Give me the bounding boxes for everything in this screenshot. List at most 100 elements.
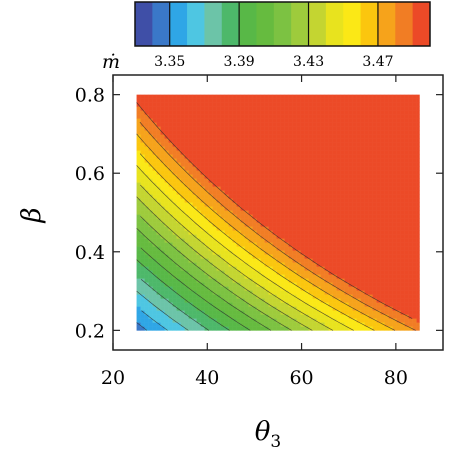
field-cell (212, 186, 217, 191)
field-cell (352, 238, 357, 243)
field-cell (340, 282, 345, 287)
field-cell (372, 218, 377, 223)
field-cell (244, 138, 249, 143)
field-cell (276, 114, 281, 119)
field-cell (384, 142, 389, 147)
field-cell (280, 242, 285, 247)
field-cell (228, 106, 233, 111)
field-cell (324, 242, 329, 247)
field-cell (352, 314, 357, 319)
field-cell (312, 122, 317, 127)
field-cell (140, 206, 145, 211)
field-cell (240, 142, 245, 147)
field-cell (176, 274, 181, 279)
field-cell (392, 134, 397, 139)
field-cell (376, 226, 381, 231)
field-cell (416, 214, 420, 219)
field-cell (336, 110, 341, 115)
field-cell (204, 318, 209, 323)
field-cell (148, 214, 153, 219)
field-cell (268, 154, 273, 159)
field-cell (144, 282, 149, 287)
field-cell (232, 302, 237, 307)
field-cell (340, 242, 345, 247)
field-cell (216, 290, 221, 295)
field-cell (272, 254, 277, 259)
field-cell (236, 118, 241, 123)
field-cell (216, 214, 221, 219)
field-cell (156, 130, 161, 135)
field-cell (408, 326, 413, 331)
field-cell (228, 166, 233, 171)
field-cell (136, 146, 141, 151)
field-cell (268, 246, 273, 251)
field-cell (340, 106, 345, 111)
field-cell (320, 230, 325, 235)
field-cell (184, 186, 189, 191)
field-cell (288, 270, 293, 275)
field-cell (288, 194, 293, 199)
field-cell (152, 118, 157, 123)
field-cell (388, 186, 393, 191)
field-cell (140, 218, 145, 223)
field-cell (148, 130, 153, 135)
field-cell (140, 318, 145, 323)
field-cell (408, 266, 413, 271)
field-cell (352, 326, 357, 331)
field-cell (212, 130, 217, 135)
field-cell (360, 266, 365, 271)
field-cell (144, 310, 149, 315)
field-cell (184, 190, 189, 195)
field-cell (264, 218, 269, 223)
field-cell (196, 326, 201, 331)
field-cell (300, 218, 305, 223)
field-cell (252, 102, 257, 107)
field-cell (232, 106, 237, 111)
field-cell (268, 122, 273, 127)
field-cell (248, 322, 253, 327)
field-cell (308, 194, 313, 199)
field-cell (156, 302, 161, 307)
field-cell (336, 318, 341, 323)
field-cell (168, 230, 173, 235)
field-cell (268, 298, 273, 303)
field-cell (404, 94, 409, 99)
field-cell (280, 110, 285, 115)
field-cell (408, 302, 413, 307)
field-cell (152, 306, 157, 311)
field-cell (224, 274, 229, 279)
field-cell (148, 234, 153, 239)
field-cell (244, 194, 249, 199)
field-cell (252, 206, 257, 211)
field-cell (176, 202, 181, 207)
field-cell (152, 310, 157, 315)
field-cell (348, 278, 353, 283)
field-cell (388, 198, 393, 203)
field-cell (220, 146, 225, 151)
field-cell (208, 182, 213, 187)
field-cell (268, 174, 273, 179)
field-cell (228, 114, 233, 119)
field-cell (172, 182, 177, 187)
field-cell (316, 326, 321, 331)
field-cell (300, 210, 305, 215)
field-cell (152, 206, 157, 211)
field-cell (144, 194, 149, 199)
field-cell (232, 130, 237, 135)
field-cell (256, 134, 261, 139)
field-cell (168, 306, 173, 311)
field-cell (236, 126, 241, 131)
field-cell (300, 202, 305, 207)
field-cell (256, 122, 261, 127)
field-cell (384, 218, 389, 223)
field-cell (168, 150, 173, 155)
field-cell (272, 102, 277, 107)
field-cell (220, 222, 225, 227)
field-cell (296, 258, 301, 263)
field-cell (364, 106, 369, 111)
field-cell (168, 162, 173, 167)
field-cell (368, 278, 373, 283)
field-cell (220, 186, 225, 191)
field-cell (160, 322, 165, 327)
field-cell (356, 254, 361, 259)
